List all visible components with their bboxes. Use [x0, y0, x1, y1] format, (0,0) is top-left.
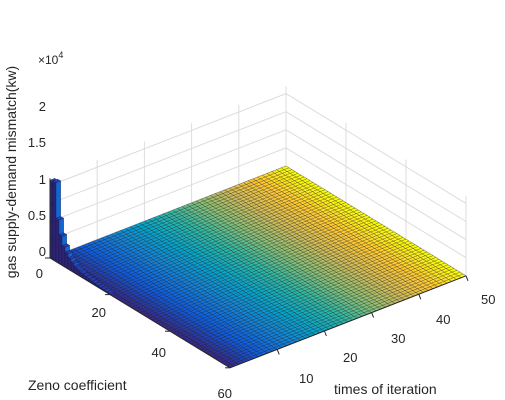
bar-top	[55, 216, 65, 221]
bar-top	[76, 267, 86, 272]
y-tick-label-1: 20	[92, 305, 106, 320]
z-tick-label-2: 1	[39, 172, 46, 187]
y-tick-label-0: 0	[36, 266, 43, 281]
bar-top	[106, 289, 116, 294]
bar-top	[52, 178, 62, 183]
bar-top	[67, 255, 77, 260]
x-axis-label: times of iteration	[334, 381, 437, 397]
bar-top	[70, 259, 80, 264]
grid-line	[285, 111, 467, 222]
y-axis-label: Zeno coefficient	[28, 377, 127, 393]
x-tick-mark	[323, 330, 327, 337]
grid-line	[285, 93, 467, 204]
bar-side	[64, 251, 69, 270]
bar-top	[73, 263, 83, 268]
bar-columns	[49, 178, 116, 295]
y-axis-line	[49, 257, 231, 369]
x-tick-mark	[418, 294, 422, 300]
grid-line	[49, 147, 287, 241]
x-tick-label-1: 20	[343, 350, 357, 365]
y-tick-label-3: 60	[218, 386, 232, 400]
bar-top	[100, 285, 110, 290]
bar-side	[55, 217, 60, 264]
grid-line	[285, 147, 467, 259]
x-tick-mark	[276, 349, 280, 355]
surface-mesh	[49, 165, 467, 368]
bar-top	[79, 269, 89, 274]
x-tick-label-0: 10	[299, 371, 313, 386]
bar-top	[94, 281, 104, 286]
grid-line	[49, 111, 287, 205]
grid-line	[49, 129, 287, 223]
bar-top	[97, 283, 107, 288]
x-tick-label-3: 40	[436, 312, 450, 327]
tick-labels: 0 0.5 1 1.5 2 0 20 40 60 10 20 30 40 50	[28, 99, 496, 400]
x-axis-line	[229, 275, 467, 369]
z-tick-label-1: 0.5	[28, 208, 46, 223]
bar-top	[64, 249, 74, 254]
bar-side	[61, 245, 66, 268]
bar-top	[85, 274, 95, 279]
z-axis-label: gas supply-demand mismatch(kw)	[3, 66, 19, 278]
x-tick-mark	[465, 275, 469, 281]
z-exponent-label: ×104	[38, 50, 63, 67]
bar-top	[88, 277, 98, 282]
z-tick-label-3: 1.5	[28, 135, 46, 150]
x-tick-label-4: 50	[481, 292, 495, 307]
z-tick-label-4: 2	[39, 99, 46, 114]
grid-line	[49, 93, 287, 187]
bar-top	[61, 243, 71, 248]
bar-top	[103, 287, 113, 292]
grid-line	[285, 129, 467, 241]
bar-side	[58, 234, 63, 266]
y-tick-label-2: 40	[152, 345, 166, 360]
axis-lines	[45, 178, 469, 369]
z-tick-label-0: 0	[39, 244, 46, 259]
bar-top	[58, 232, 68, 237]
x-tick-label-2: 30	[391, 331, 405, 346]
bar-top	[91, 279, 101, 284]
x-tick-mark	[371, 312, 375, 318]
bar-top	[82, 272, 92, 277]
